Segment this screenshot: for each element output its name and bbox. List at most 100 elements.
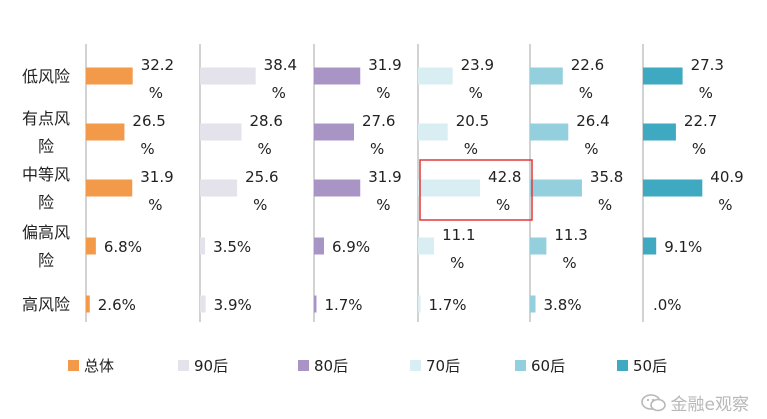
data-label: 31.9 xyxy=(140,168,173,186)
data-label: 38.4 xyxy=(264,56,297,74)
data-label: 1.7% xyxy=(428,296,466,314)
data-label: 28.6 xyxy=(249,112,282,130)
legend-label: 70后 xyxy=(426,357,460,375)
bar-80后-低风险 xyxy=(314,67,361,85)
data-label: 27.6 xyxy=(362,112,395,130)
data-label: 35.8 xyxy=(590,168,623,186)
data-label: 9.1% xyxy=(664,238,702,256)
data-label: .0% xyxy=(653,296,682,314)
data-label-unit: % xyxy=(692,140,706,158)
data-label: 27.3 xyxy=(691,56,724,74)
bar-90后-低风险 xyxy=(200,67,256,85)
data-label: 6.8% xyxy=(104,238,142,256)
bar-50后-中等风险 xyxy=(643,179,703,197)
data-label-unit: % xyxy=(464,140,478,158)
bar-80后-高风险 xyxy=(314,295,317,313)
wechat-icon xyxy=(640,393,666,411)
legend-label: 60后 xyxy=(531,357,565,375)
legend-label: 总体 xyxy=(84,357,114,375)
category-label: 险 xyxy=(38,193,54,212)
data-label-unit: % xyxy=(699,84,713,102)
legend-label: 50后 xyxy=(633,357,667,375)
data-label: 11.3 xyxy=(554,226,587,244)
category-label: 有点风 xyxy=(22,109,70,128)
watermark: 金融e观察 xyxy=(640,390,749,415)
bar-50后-有点风险 xyxy=(643,123,676,141)
bar-50后-偏高风险 xyxy=(643,237,657,255)
data-label: 3.9% xyxy=(214,296,252,314)
data-label: 6.9% xyxy=(332,238,370,256)
data-label-unit: % xyxy=(370,140,384,158)
bar-90后-有点风险 xyxy=(200,123,242,141)
highlight-box xyxy=(419,159,533,221)
bar-90后-偏高风险 xyxy=(200,237,206,255)
category-label: 险 xyxy=(38,251,54,270)
bar-总体-低风险 xyxy=(86,67,133,85)
legend-label: 80后 xyxy=(314,357,348,375)
data-label: 1.7% xyxy=(324,296,362,314)
bar-60后-中等风险 xyxy=(530,179,582,197)
bar-80后-偏高风险 xyxy=(314,237,325,255)
legend-swatch-60后 xyxy=(515,360,526,371)
data-label: 40.9 xyxy=(710,168,743,186)
legend-swatch-总体 xyxy=(68,360,79,371)
data-label-unit: % xyxy=(496,196,510,214)
bar-70后-低风险 xyxy=(418,67,453,85)
data-label-unit: % xyxy=(718,196,732,214)
category-label: 险 xyxy=(38,137,54,156)
bar-70后-中等风险 xyxy=(418,179,481,197)
data-label: 25.6 xyxy=(245,168,278,186)
data-label: 23.9 xyxy=(461,56,494,74)
data-label-unit: % xyxy=(450,254,464,272)
data-label-unit: % xyxy=(562,254,576,272)
data-label: 31.9 xyxy=(368,56,401,74)
data-label: 31.9 xyxy=(368,168,401,186)
bar-80后-有点风险 xyxy=(314,123,355,141)
data-label-unit: % xyxy=(376,84,390,102)
category-label: 中等风 xyxy=(22,165,70,184)
data-label-unit: % xyxy=(376,196,390,214)
bar-50后-低风险 xyxy=(643,67,683,85)
data-label: 3.5% xyxy=(213,238,251,256)
data-label-unit: % xyxy=(579,84,593,102)
category-label: 偏高风 xyxy=(22,223,70,242)
watermark-text: 金融e观察 xyxy=(670,395,749,415)
data-label: 26.4 xyxy=(576,112,609,130)
data-label: 22.7 xyxy=(684,112,717,130)
bar-总体-中等风险 xyxy=(86,179,133,197)
data-label: 3.8% xyxy=(544,296,582,314)
data-label: 26.5 xyxy=(132,112,165,130)
data-label-unit: % xyxy=(584,140,598,158)
category-label: 高风险 xyxy=(22,295,70,314)
data-label-unit: % xyxy=(598,196,612,214)
legend-swatch-90后 xyxy=(178,360,189,371)
data-label-unit: % xyxy=(149,84,163,102)
data-label-unit: % xyxy=(140,140,154,158)
bar-60后-低风险 xyxy=(530,67,563,85)
data-label-unit: % xyxy=(469,84,483,102)
data-label: 22.6 xyxy=(571,56,604,74)
bar-90后-中等风险 xyxy=(200,179,238,197)
bar-80后-中等风险 xyxy=(314,179,361,197)
data-label: 20.5 xyxy=(456,112,489,130)
bar-60后-有点风险 xyxy=(530,123,569,141)
bar-70后-有点风险 xyxy=(418,123,448,141)
legend-label: 90后 xyxy=(194,357,228,375)
legend-swatch-80后 xyxy=(298,360,309,371)
legend-swatch-50后 xyxy=(617,360,628,371)
data-label: 32.2 xyxy=(141,56,174,74)
data-label-unit: % xyxy=(148,196,162,214)
legend-swatch-70后 xyxy=(410,360,421,371)
data-label: 11.1 xyxy=(442,226,475,244)
data-label-unit: % xyxy=(253,196,267,214)
bar-60后-偏高风险 xyxy=(530,237,547,255)
bar-总体-偏高风险 xyxy=(86,237,96,255)
data-label: 2.6% xyxy=(98,296,136,314)
data-label-unit: % xyxy=(257,140,271,158)
category-label: 低风险 xyxy=(22,67,70,86)
data-label: 42.8 xyxy=(488,168,521,186)
bar-总体-有点风险 xyxy=(86,123,125,141)
bar-总体-高风险 xyxy=(86,295,90,313)
bar-90后-高风险 xyxy=(200,295,206,313)
